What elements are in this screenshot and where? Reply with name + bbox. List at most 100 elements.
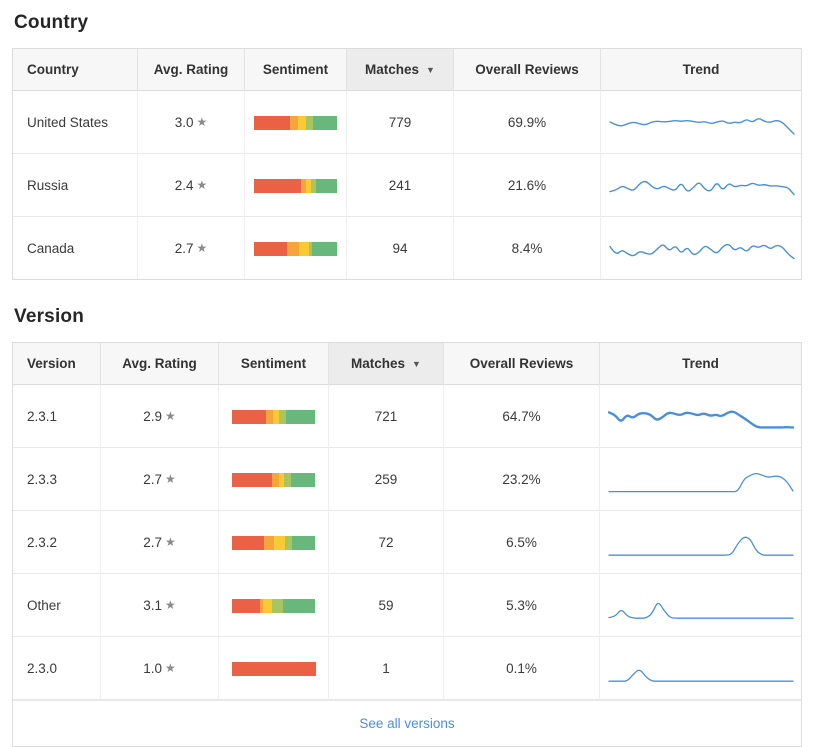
table-row: Other 3.1 ★ 59 5.3%	[13, 574, 801, 637]
trend-cell	[600, 511, 801, 574]
star-icon: ★	[165, 471, 176, 486]
trend-cell	[600, 385, 801, 448]
table-row: 2.3.1 2.9 ★ 721 64.7%	[13, 385, 801, 448]
version-name-cell: 2.3.3	[13, 448, 101, 511]
trend-sparkline	[609, 167, 795, 203]
avg-rating-cell: 2.7 ★	[138, 217, 245, 279]
rating-value: 3.1	[143, 597, 162, 613]
sentiment-bar	[231, 409, 316, 424]
trend-cell	[600, 574, 801, 637]
sentiment-bar	[231, 598, 316, 613]
trend-cell	[601, 154, 801, 217]
matches-cell: 94	[347, 217, 454, 279]
trend-cell	[600, 448, 801, 511]
trend-sparkline	[608, 650, 794, 686]
sentiment-cell	[219, 574, 329, 637]
table-row: 2.3.2 2.7 ★ 72 6.5%	[13, 511, 801, 574]
overall-reviews-cell: 23.2%	[444, 448, 600, 511]
rating-value: 1.0	[143, 660, 162, 676]
sentiment-bar	[231, 535, 316, 550]
avg-rating-cell: 2.9 ★	[101, 385, 219, 448]
version-section-title: Version	[14, 306, 85, 327]
rating-value: 2.9	[143, 408, 162, 424]
country-table: Country Avg. Rating Sentiment Matches ▼ O…	[12, 48, 802, 280]
country-section-title: Country	[14, 12, 89, 33]
version-col-header-version[interactable]: Version	[13, 343, 101, 385]
rating-value: 2.4	[174, 177, 194, 193]
overall-reviews-cell: 64.7%	[444, 385, 600, 448]
sentiment-bar	[231, 661, 316, 676]
rating-value: 2.7	[143, 534, 162, 550]
analytics-page: Country Country Avg. Rating Sentiment Ma…	[12, 12, 802, 747]
trend-cell	[601, 217, 801, 279]
matches-cell: 259	[329, 448, 444, 511]
rating-value: 2.7	[143, 471, 162, 487]
sort-desc-icon: ▼	[426, 65, 435, 75]
version-col-header-trend[interactable]: Trend	[600, 343, 801, 385]
overall-reviews-cell: 5.3%	[444, 574, 600, 637]
star-icon: ★	[165, 408, 176, 423]
version-table: Version Avg. Rating Sentiment Matches ▼ O…	[12, 342, 802, 747]
table-row: 2.3.0 1.0 ★ 1 0.1%	[13, 637, 801, 700]
star-icon: ★	[196, 114, 208, 129]
country-col-header-avg-rating[interactable]: Avg. Rating	[138, 49, 245, 91]
trend-sparkline	[608, 461, 794, 497]
country-name-cell: Russia	[13, 154, 138, 217]
overall-reviews-cell: 6.5%	[444, 511, 600, 574]
country-col-header-trend[interactable]: Trend	[601, 49, 801, 91]
avg-rating-cell: 3.1 ★	[101, 574, 219, 637]
trend-sparkline	[609, 104, 795, 140]
version-table-header-row: Version Avg. Rating Sentiment Matches ▼ O…	[13, 343, 801, 385]
matches-cell: 72	[329, 511, 444, 574]
sort-desc-icon: ▼	[412, 359, 421, 369]
version-col-header-avg-rating[interactable]: Avg. Rating	[101, 343, 219, 385]
country-col-header-country[interactable]: Country	[13, 49, 138, 91]
country-col-header-sentiment[interactable]: Sentiment	[245, 49, 347, 91]
matches-header-label: Matches	[351, 356, 406, 371]
matches-header-label: Matches	[365, 62, 420, 77]
trend-sparkline	[609, 230, 795, 266]
star-icon: ★	[196, 177, 208, 192]
star-icon: ★	[165, 534, 176, 549]
version-col-header-sentiment[interactable]: Sentiment	[219, 343, 329, 385]
country-name-cell: Canada	[13, 217, 138, 279]
sentiment-cell	[245, 91, 347, 154]
overall-reviews-cell: 21.6%	[454, 154, 601, 217]
trend-sparkline	[608, 398, 794, 434]
sentiment-cell	[219, 448, 329, 511]
country-col-header-overall-reviews[interactable]: Overall Reviews	[454, 49, 601, 91]
sentiment-cell	[219, 637, 329, 700]
version-name-cell: 2.3.2	[13, 511, 101, 574]
version-name-cell: Other	[13, 574, 101, 637]
sentiment-bar	[253, 241, 338, 256]
matches-cell: 779	[347, 91, 454, 154]
matches-cell: 1	[329, 637, 444, 700]
avg-rating-cell: 3.0 ★	[138, 91, 245, 154]
avg-rating-cell: 2.4 ★	[138, 154, 245, 217]
rating-value: 3.0	[174, 114, 194, 130]
sentiment-cell	[219, 511, 329, 574]
matches-cell: 721	[329, 385, 444, 448]
version-name-cell: 2.3.0	[13, 637, 101, 700]
sentiment-bar	[253, 115, 338, 130]
avg-rating-cell: 1.0 ★	[101, 637, 219, 700]
version-col-header-overall-reviews[interactable]: Overall Reviews	[444, 343, 600, 385]
star-icon: ★	[196, 240, 208, 255]
country-col-header-matches[interactable]: Matches ▼	[347, 49, 454, 91]
table-row: Canada 2.7 ★ 94 8.4%	[13, 217, 801, 279]
version-col-header-matches[interactable]: Matches ▼	[329, 343, 444, 385]
overall-reviews-cell: 0.1%	[444, 637, 600, 700]
see-all-versions-link[interactable]: See all versions	[359, 716, 455, 731]
rating-value: 2.7	[174, 240, 194, 256]
country-table-header-row: Country Avg. Rating Sentiment Matches ▼ O…	[13, 49, 801, 91]
matches-cell: 59	[329, 574, 444, 637]
table-row: United States 3.0 ★ 779 69.9%	[13, 91, 801, 154]
sentiment-cell	[219, 385, 329, 448]
country-name-cell: United States	[13, 91, 138, 154]
trend-cell	[600, 637, 801, 700]
table-row: 2.3.3 2.7 ★ 259 23.2%	[13, 448, 801, 511]
sentiment-bar	[231, 472, 316, 487]
trend-sparkline	[608, 587, 794, 623]
see-all-versions-cell: See all versions	[13, 700, 801, 746]
star-icon: ★	[165, 597, 176, 612]
